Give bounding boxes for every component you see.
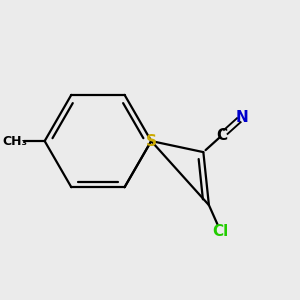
Text: CH₃: CH₃ (2, 134, 27, 148)
Text: N: N (236, 110, 249, 124)
Text: Cl: Cl (213, 224, 229, 239)
Text: S: S (146, 134, 157, 148)
Text: C: C (217, 128, 228, 142)
